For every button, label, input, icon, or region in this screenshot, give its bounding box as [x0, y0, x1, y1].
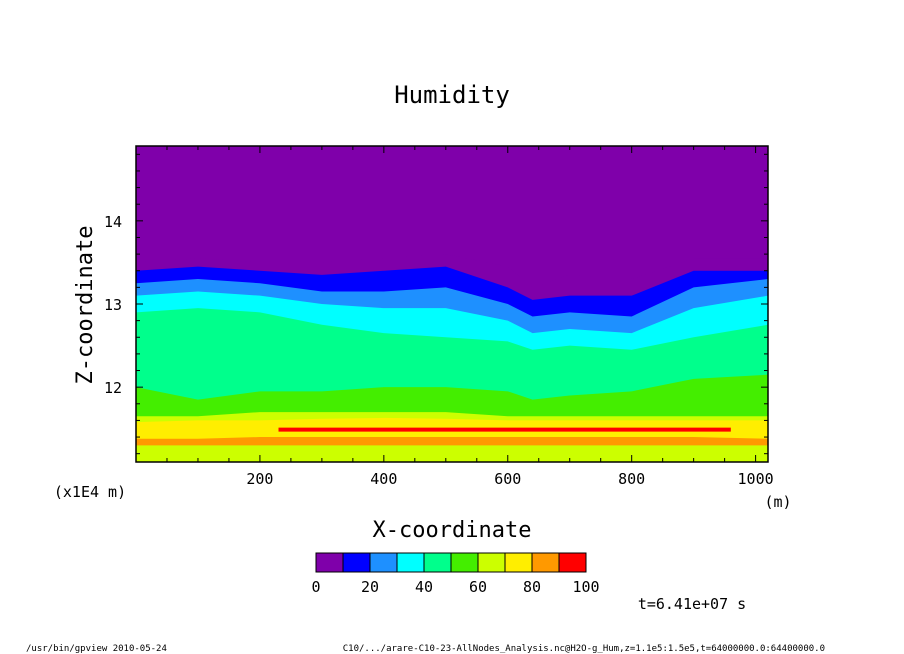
footer-left: /usr/bin/gpview 2010-05-24	[26, 644, 167, 654]
y-axis-label: Z-coordinate	[73, 226, 98, 385]
y-tick-label: 12	[104, 379, 122, 397]
y-axis: 12 13 14	[104, 153, 768, 455]
timestamp-label: t=6.41e+07 s	[638, 595, 746, 613]
x-tick-label: 200	[246, 470, 273, 488]
colorbar-tick-label: 0	[311, 578, 320, 596]
colorbar-tick-label: 20	[361, 578, 379, 596]
x-unit-label: (m)	[764, 493, 791, 511]
colorbar-swatch	[450, 552, 479, 573]
colorbar-tick-label: 40	[415, 578, 433, 596]
plot-area	[136, 146, 768, 462]
x-tick-label: 800	[618, 470, 645, 488]
x-tick-label: 600	[494, 470, 521, 488]
colorbar-swatch	[423, 552, 452, 573]
colorbar-swatch	[477, 552, 506, 573]
x-tick-label: 1000	[738, 470, 774, 488]
colorbar-swatch	[558, 552, 587, 573]
colorbar-swatch	[396, 552, 425, 573]
y-tick-label: 14	[104, 213, 122, 231]
x-axis: 200 400 600 800 1000	[135, 146, 774, 488]
colorbar-swatch	[315, 552, 344, 573]
colorbar: 0 20 40 60 80 100	[311, 552, 600, 596]
x-axis-label: X-coordinate	[373, 518, 532, 543]
y-tick-label: 13	[104, 296, 122, 314]
colorbar-tick-label: 80	[523, 578, 541, 596]
band-60-70-9	[136, 445, 768, 462]
y-unit-label: (x1E4 m)	[54, 483, 126, 501]
colorbar-swatch	[342, 552, 371, 573]
chart-title: Humidity	[394, 81, 510, 109]
x-tick-label: 400	[370, 470, 397, 488]
colorbar-swatch	[504, 552, 533, 573]
colorbar-swatch	[531, 552, 560, 573]
footer-right: C10/.../arare-C10-23-AllNodes_Analysis.n…	[343, 644, 825, 654]
colorbar-swatch	[369, 552, 398, 573]
colorbar-tick-label: 60	[469, 578, 487, 596]
colorbar-tick-label: 100	[572, 578, 599, 596]
